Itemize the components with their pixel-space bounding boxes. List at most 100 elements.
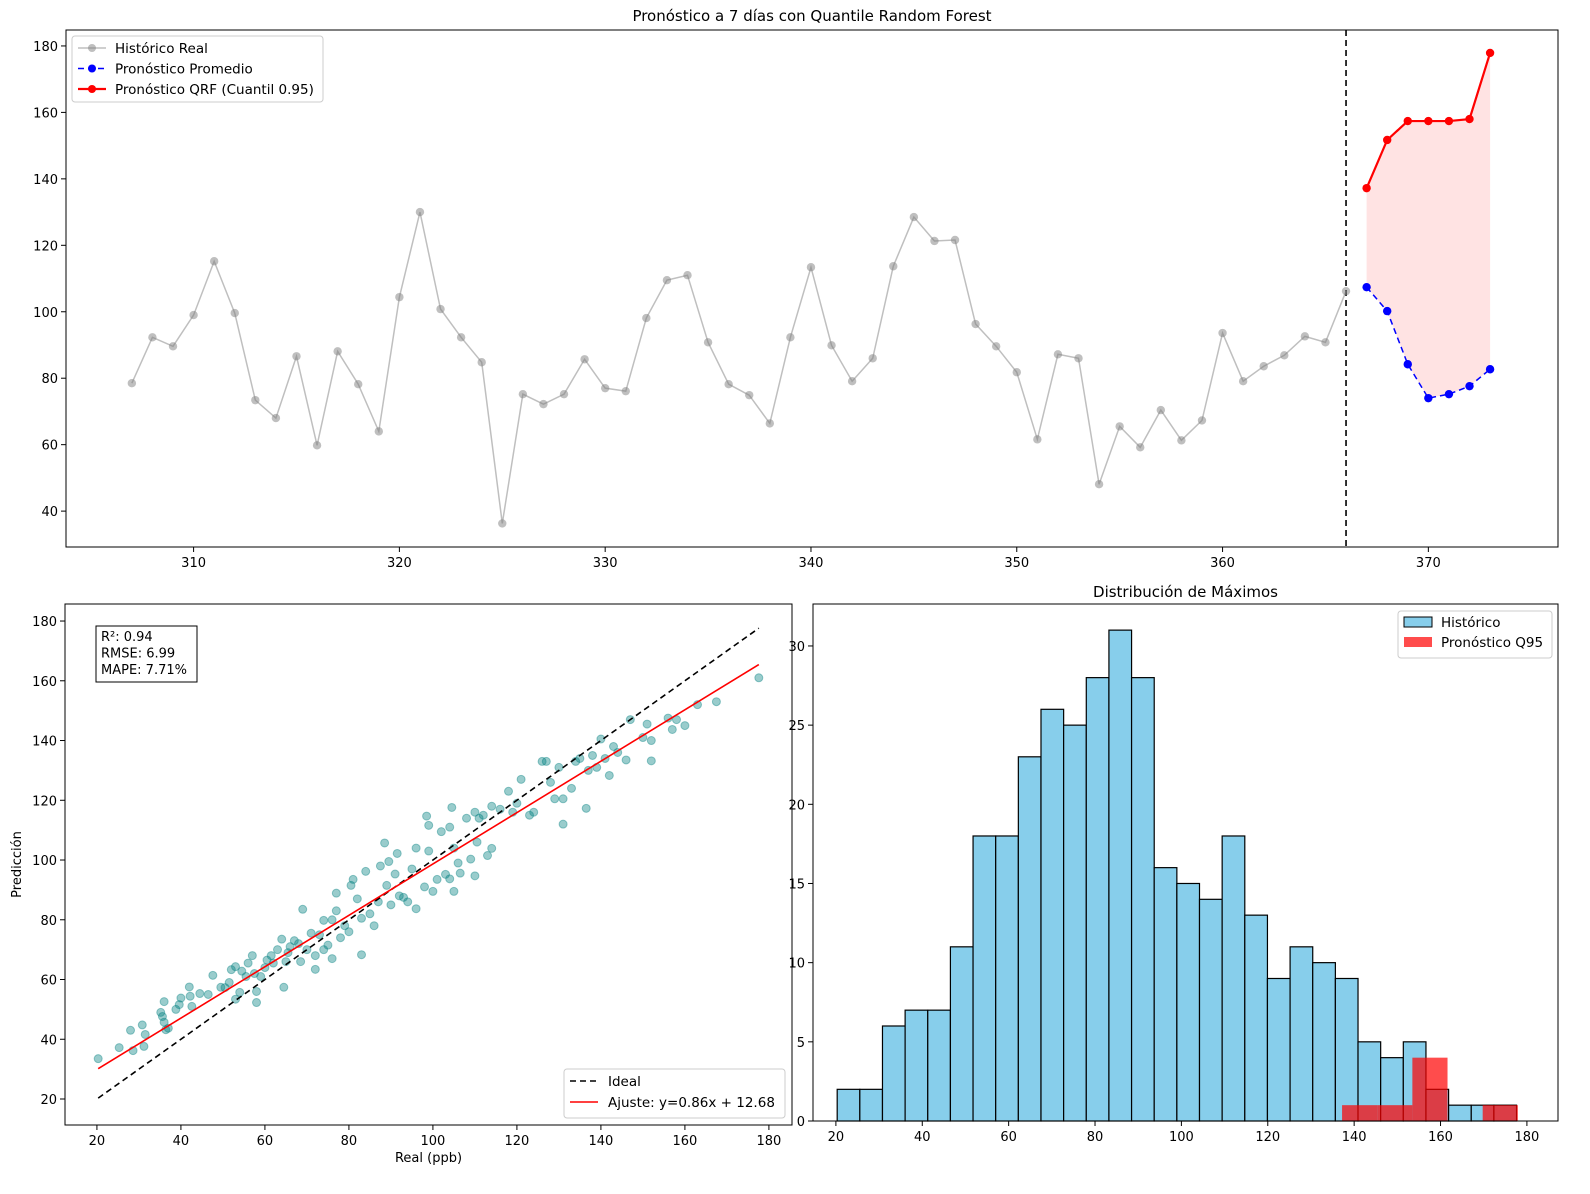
scatter-point (319, 915, 329, 925)
x-tick-label: 120 (504, 1134, 529, 1149)
x-tick-label: 180 (756, 1134, 781, 1149)
data-point (415, 207, 425, 217)
data-point (1485, 48, 1495, 58)
metrics-frame (95, 625, 198, 683)
hist-bar-historico (1312, 962, 1336, 1122)
hist-bar-historico (1334, 977, 1359, 1122)
scatter-point (137, 1020, 147, 1030)
data-point (1280, 351, 1289, 360)
scatter-point (348, 874, 358, 884)
scatter-point (384, 857, 394, 867)
hist-bar-historico (1108, 629, 1133, 1122)
scatter-point (327, 915, 337, 925)
scatter-point (279, 982, 289, 992)
scatter-point (357, 913, 367, 923)
data-point (909, 212, 919, 222)
scatter-point (273, 945, 283, 955)
x-tick-label: 340 (799, 556, 824, 571)
x-tick-label: 60 (1000, 1130, 1017, 1145)
axes-frame (64, 603, 793, 1126)
scatter-point (159, 997, 169, 1007)
hist-bar-historico (1017, 756, 1042, 1122)
legend-box (563, 1068, 786, 1119)
scatter-point (487, 843, 497, 853)
legend-box (71, 35, 324, 103)
data-point (1403, 116, 1412, 126)
scatter-point (550, 794, 560, 804)
data-point (1053, 350, 1063, 359)
scatter-point (403, 897, 413, 907)
x-tick-label: 160 (672, 1134, 697, 1149)
data-point (868, 354, 877, 363)
x-tick-label: 40 (173, 1134, 190, 1149)
scatter-point (445, 874, 455, 884)
scatter-point (266, 951, 276, 961)
x-tick-label: 330 (593, 556, 618, 571)
scatter-point (445, 822, 455, 832)
y-tick-label: 80 (40, 914, 57, 929)
x-tick-label: 350 (1004, 556, 1029, 571)
scatter-point (558, 794, 568, 804)
quantile-band (1366, 52, 1491, 399)
legend: Histórico Pronóstico Q95 (1397, 610, 1553, 659)
data-point (1403, 360, 1412, 369)
scatter-point (226, 965, 236, 975)
scatter-point (171, 1004, 181, 1014)
data-point (1238, 377, 1248, 386)
data-point (1156, 405, 1166, 415)
scatter-point (399, 892, 409, 902)
axes-frame (65, 29, 1559, 548)
scatter-point (231, 962, 241, 972)
data-point (806, 263, 816, 272)
hist-bar-historico (1448, 1104, 1472, 1122)
scatter-point (375, 861, 385, 871)
scatter-point (680, 721, 690, 731)
scatter-point (208, 970, 218, 980)
data-point (827, 341, 836, 350)
series-line-0 (131, 211, 1347, 524)
y-tick-label: 20 (40, 1093, 57, 1108)
hist-bar-historico (1244, 914, 1269, 1122)
hist-bar-historico (995, 835, 1019, 1122)
scatter-point (296, 957, 306, 967)
scatter-point (114, 1043, 124, 1053)
hist-bar-q95 (1482, 1105, 1518, 1121)
scatter-point (472, 837, 482, 847)
hist-bar-historico (1063, 724, 1087, 1122)
scatter-point (306, 928, 316, 938)
scatter-point (581, 803, 591, 813)
x-tick-label: 320 (387, 556, 412, 571)
hist-bar-historico (1085, 677, 1110, 1122)
data-point (1218, 328, 1227, 338)
y-tick-label: 30 (788, 640, 805, 655)
scatter-point (126, 1025, 136, 1035)
scatter-point (621, 755, 631, 765)
data-point (600, 383, 610, 393)
x-tick-label: 140 (1342, 1130, 1367, 1145)
scatter-point (516, 774, 526, 784)
data-point (312, 441, 322, 450)
scatter-point (323, 940, 333, 950)
hist-bar-historico (1153, 867, 1178, 1122)
scatter-point (478, 810, 488, 820)
scatter-point (243, 958, 253, 968)
y-tick-label: 140 (32, 735, 57, 750)
scatter-point (382, 880, 392, 890)
hist-bar-q95 (1412, 1057, 1448, 1121)
scatter-point (331, 906, 341, 916)
data-point (991, 342, 1001, 351)
scatter-point (411, 904, 421, 914)
data-point (189, 310, 198, 320)
y-tick-label: 180 (33, 40, 58, 55)
legend-label: Pronóstico Promedio (115, 62, 253, 78)
data-point (1300, 332, 1310, 341)
data-point (662, 275, 672, 285)
data-point (786, 333, 795, 342)
scatter-point (336, 933, 346, 943)
data-point (703, 338, 713, 347)
scatter-point (394, 891, 404, 901)
scatter-point (187, 1001, 197, 1011)
data-point (971, 319, 980, 329)
data-point (1321, 338, 1330, 347)
